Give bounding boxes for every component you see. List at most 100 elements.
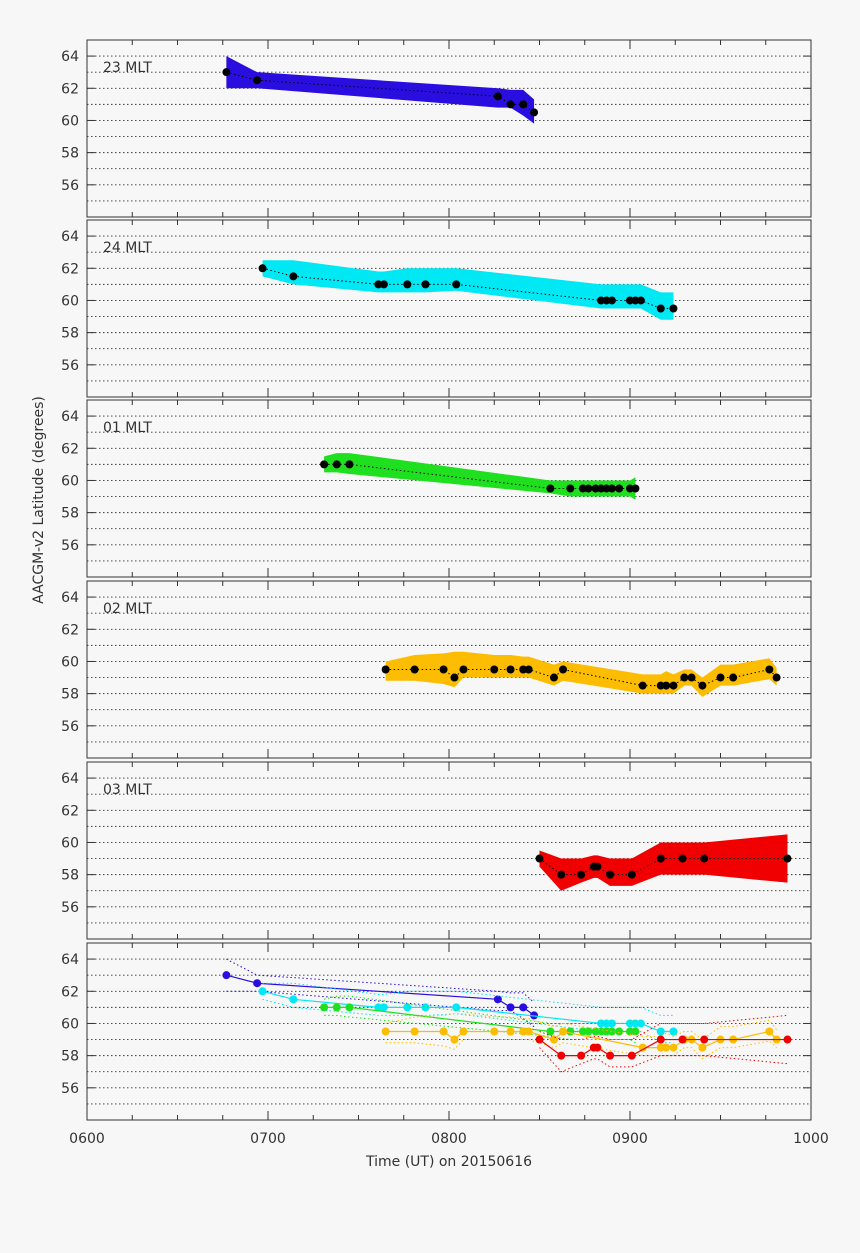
uncertainty-band	[324, 453, 636, 500]
combined-data-point	[332, 1003, 341, 1012]
combined-data-point	[506, 1003, 515, 1012]
uncertainty-band	[262, 260, 674, 320]
y-tick-label: 64	[61, 590, 79, 606]
data-point	[258, 264, 267, 273]
panel-label: 03 MLT	[103, 782, 152, 798]
data-point	[379, 280, 388, 289]
combined-data-point	[258, 987, 267, 996]
data-point	[450, 673, 459, 682]
y-tick-label: 60	[61, 473, 79, 489]
combined-data-point	[615, 1027, 624, 1036]
combined-data-point	[656, 1035, 665, 1044]
y-tick-label: 56	[61, 538, 79, 554]
combined-series-line	[385, 1030, 778, 1049]
combined-data-point	[669, 1043, 678, 1052]
data-point	[559, 665, 568, 674]
x-tick-label: 0700	[250, 1131, 286, 1147]
data-point	[656, 304, 665, 313]
y-tick-label: 60	[61, 293, 79, 309]
data-point	[403, 280, 412, 289]
data-point	[535, 854, 544, 863]
x-tick-label: 1000	[793, 1131, 829, 1147]
data-point	[680, 673, 689, 682]
panel-label: 01 MLT	[103, 420, 152, 436]
combined-band-lower	[324, 1014, 636, 1044]
panel-5: 56 58 60 62 64	[61, 942, 812, 1121]
y-tick-label: 62	[61, 984, 79, 1000]
y-tick-label: 58	[61, 506, 79, 522]
combined-data-point	[535, 1035, 544, 1044]
combined-data-point	[584, 1027, 593, 1036]
panels-layer: 56 58 60 62 64 23 MLT 56 58 60 62 64 24 MLT 56 58 60 62…	[61, 39, 812, 1121]
data-point	[452, 280, 461, 289]
y-tick-label: 58	[61, 146, 79, 162]
data-point	[698, 681, 707, 690]
data-point	[607, 296, 616, 305]
combined-data-point	[607, 1027, 616, 1036]
combined-data-point	[549, 1035, 558, 1044]
y-tick-label: 62	[61, 622, 79, 638]
combined-data-point	[627, 1051, 636, 1060]
series-line	[385, 668, 777, 687]
data-point	[662, 681, 671, 690]
y-tick-label: 60	[61, 654, 79, 670]
y-tick-label: 62	[61, 803, 79, 819]
combined-data-point	[493, 995, 502, 1004]
panel-2: 56 58 60 62 64 01 MLT	[61, 399, 812, 578]
data-point	[772, 673, 781, 682]
data-point	[381, 665, 390, 674]
x-axis-label: Time (UT) on 20150616	[365, 1154, 532, 1170]
y-tick-label: 58	[61, 1049, 79, 1065]
uncertainty-band	[385, 651, 777, 697]
data-point	[577, 870, 586, 879]
data-point	[656, 854, 665, 863]
combined-data-point	[606, 1051, 615, 1060]
data-point	[783, 854, 792, 863]
x-tick-label: 0600	[69, 1131, 105, 1147]
y-tick-label: 64	[61, 229, 79, 245]
data-point	[530, 108, 539, 117]
y-tick-label: 58	[61, 868, 79, 884]
data-point	[678, 854, 687, 863]
panel-frame	[86, 219, 812, 398]
data-point	[506, 665, 515, 674]
combined-data-point	[320, 1003, 329, 1012]
panel-1: 56 58 60 62 64 24 MLT	[61, 219, 812, 398]
data-point	[716, 673, 725, 682]
y-tick-label: 58	[61, 687, 79, 703]
y-tick-label: 60	[61, 1016, 79, 1032]
combined-data-point	[546, 1027, 555, 1036]
data-point	[421, 280, 430, 289]
x-tick-label: 0800	[431, 1131, 467, 1147]
combined-data-point	[439, 1027, 448, 1036]
panel-label: 24 MLT	[103, 240, 152, 256]
y-tick-label: 64	[61, 771, 79, 787]
combined-data-point	[593, 1043, 602, 1052]
y-tick-label: 58	[61, 326, 79, 342]
combined-data-point	[381, 1027, 390, 1036]
panel-frame	[86, 39, 812, 218]
y-tick-label: 56	[61, 900, 79, 916]
data-point	[519, 100, 528, 109]
panel-4: 56 58 60 62 64 03 MLT	[61, 761, 812, 940]
data-point	[524, 665, 533, 674]
combined-data-point	[421, 1003, 430, 1012]
combined-data-point	[656, 1027, 665, 1036]
data-point	[627, 870, 636, 879]
y-tick-label: 62	[61, 441, 79, 457]
combined-data-point	[345, 1003, 354, 1012]
data-point	[506, 100, 515, 109]
data-point	[729, 673, 738, 682]
x-tick-label: 0900	[612, 1131, 648, 1147]
panel-frame	[86, 399, 812, 578]
data-point	[490, 665, 499, 674]
data-point	[222, 68, 231, 77]
series-line	[226, 71, 535, 113]
uncertainty-band	[539, 834, 788, 891]
data-point	[345, 460, 354, 469]
data-point	[439, 665, 448, 674]
combined-data-point	[379, 1003, 388, 1012]
y-tick-label: 60	[61, 835, 79, 851]
y-tick-label: 56	[61, 719, 79, 735]
data-point	[606, 870, 615, 879]
